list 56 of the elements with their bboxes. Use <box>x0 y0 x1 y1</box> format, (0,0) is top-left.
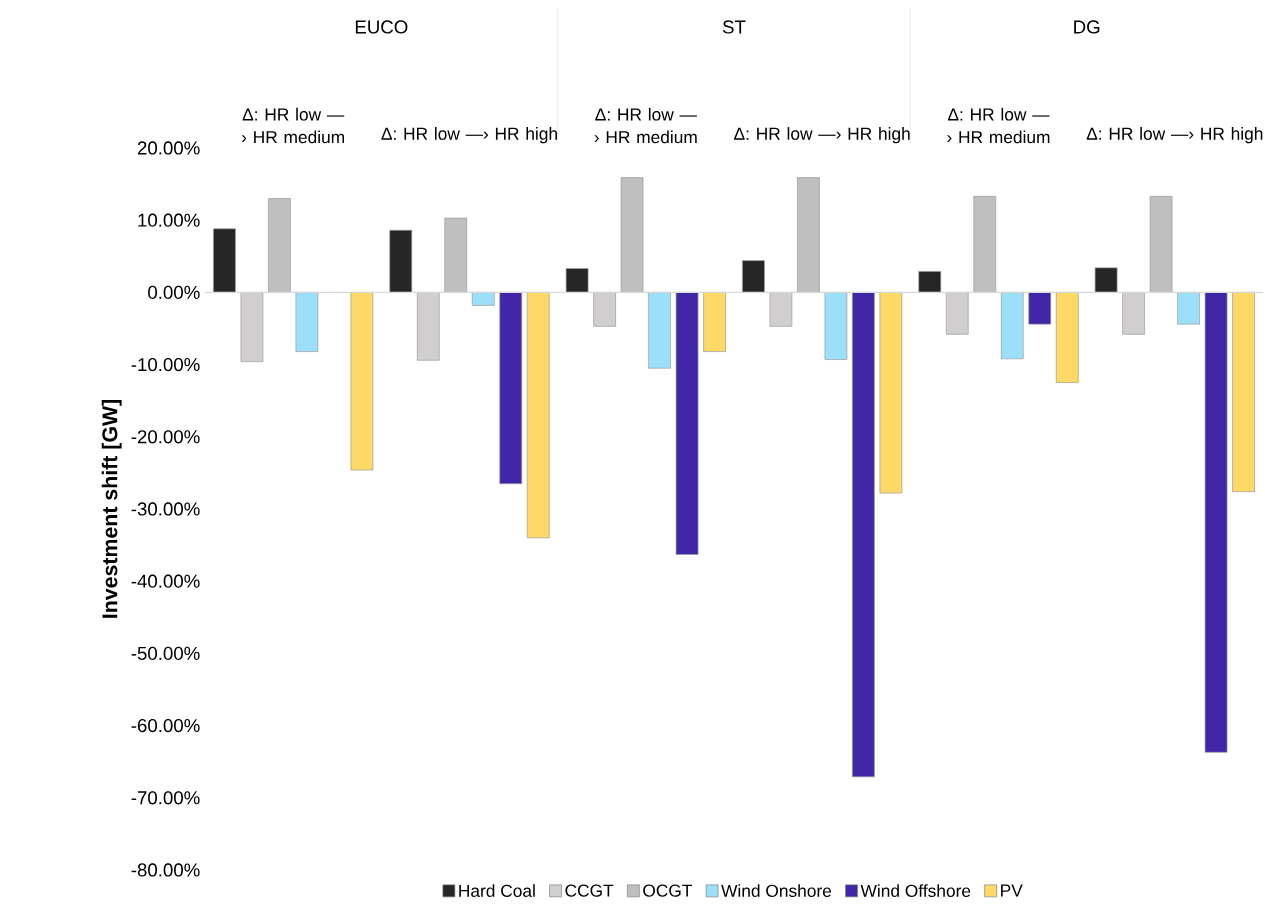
bar <box>565 268 589 293</box>
bar <box>824 292 848 360</box>
legend-label: CCGT <box>565 884 614 897</box>
bar <box>213 228 236 293</box>
bar <box>918 271 942 293</box>
legend-label: Wind Offshore <box>860 884 971 897</box>
bar <box>350 292 374 471</box>
x-tick-label: Δ: HR low —› HR medium <box>594 107 697 144</box>
x-tick-label: Δ: HR low —› HR medium <box>241 107 345 144</box>
bar <box>1204 292 1228 753</box>
y-tick-label: -60.00% <box>131 718 200 733</box>
bar <box>444 217 468 293</box>
y-tick-label: 10.00% <box>138 213 200 227</box>
bar <box>879 292 903 494</box>
text: ST <box>722 20 746 34</box>
x-tick-label: Δ: HR low —› HR high <box>381 127 557 144</box>
bar <box>703 292 726 352</box>
bar <box>471 292 495 306</box>
y-tick-label: -50.00% <box>131 646 200 660</box>
x-tick-label: Δ: HR low —› HR high <box>734 127 910 144</box>
legend-label: OCGT <box>643 884 693 897</box>
legend-label: PV <box>1001 884 1023 897</box>
bar <box>1094 267 1118 293</box>
bar <box>675 292 699 555</box>
y-tick-label: 20.00% <box>137 141 200 155</box>
text: EUCO <box>355 20 408 34</box>
y-axis-title: Investment shift [GW] <box>101 399 122 618</box>
bar <box>1000 292 1024 360</box>
y-tick-label: 0.00% <box>148 285 200 299</box>
legend-label: Wind Onshore <box>721 884 832 897</box>
bar <box>620 177 644 293</box>
bar <box>1177 292 1200 325</box>
bar <box>295 292 319 352</box>
y-tick-label: -20.00% <box>131 430 200 444</box>
text: DG <box>1074 20 1100 34</box>
bar <box>797 177 820 293</box>
bar <box>852 292 875 778</box>
y-tick-label: -70.00% <box>131 791 200 805</box>
bar <box>1149 196 1173 293</box>
bar <box>499 292 523 485</box>
y-tick-label: -80.00% <box>131 863 200 877</box>
bar <box>648 292 671 369</box>
x-tick-label: Δ: HR low —› HR high <box>1086 127 1263 144</box>
bar <box>742 260 765 293</box>
x-tick-label: Δ: HR low —› HR medium <box>947 107 1050 144</box>
y-tick-label: -40.00% <box>131 574 200 588</box>
bar <box>389 229 413 293</box>
bar <box>268 198 291 293</box>
bar <box>526 292 550 539</box>
bar <box>1232 292 1255 492</box>
bar <box>973 196 997 293</box>
y-tick-label: -30.00% <box>131 502 200 516</box>
y-tick-label: -10.00% <box>131 357 200 372</box>
bar <box>1055 292 1079 383</box>
bar <box>1028 292 1052 325</box>
legend-label: Hard Coal <box>459 884 535 897</box>
